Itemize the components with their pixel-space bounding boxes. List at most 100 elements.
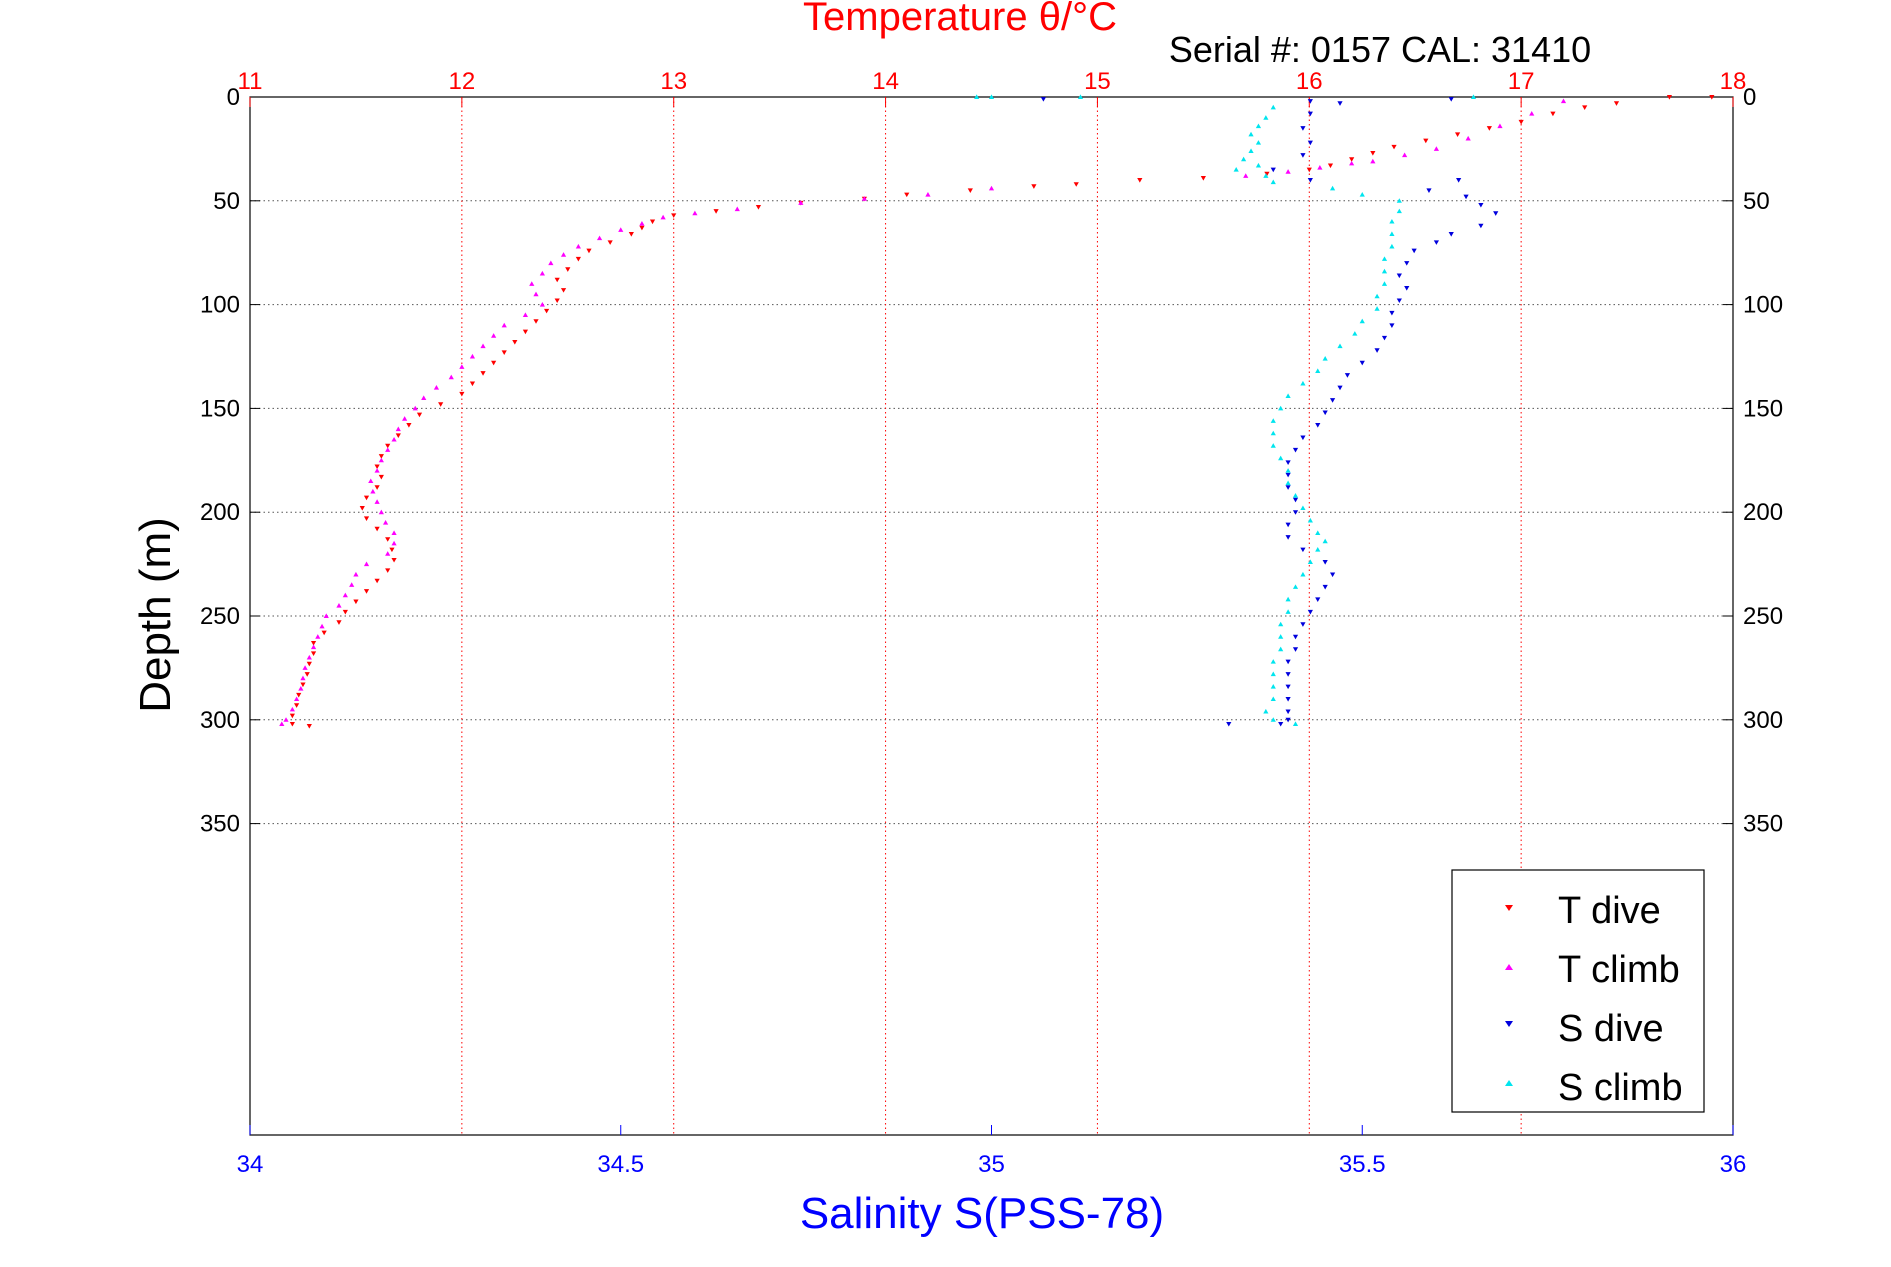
tick-label-depth-left: 50	[213, 188, 240, 215]
data-point	[349, 582, 355, 587]
data-point	[560, 288, 567, 293]
data-point	[1529, 111, 1535, 116]
tick-label-salinity: 34	[237, 1151, 264, 1178]
data-point	[1337, 385, 1343, 391]
data-point	[586, 248, 592, 254]
data-point	[533, 319, 539, 324]
data-point	[1255, 162, 1262, 168]
data-point	[448, 374, 454, 380]
data-point	[374, 578, 380, 584]
legend-entry-t-dive: T dive	[1505, 890, 1661, 932]
data-point	[1344, 373, 1351, 378]
data-point	[406, 423, 412, 428]
data-point	[412, 405, 418, 411]
data-point	[1315, 423, 1321, 428]
data-point	[342, 592, 348, 598]
data-point	[385, 551, 391, 556]
data-point	[1285, 697, 1291, 702]
data-point	[1300, 571, 1306, 577]
data-point	[306, 724, 312, 729]
data-point	[374, 499, 380, 504]
data-point	[1315, 368, 1321, 374]
data-point	[336, 620, 342, 625]
data-point	[925, 191, 931, 197]
data-point	[1270, 696, 1276, 702]
data-point	[1285, 169, 1291, 174]
tick-label-depth-right: 100	[1743, 292, 1783, 319]
data-point	[1317, 164, 1323, 170]
data-point	[1315, 530, 1321, 535]
data-point	[378, 457, 384, 463]
data-point	[438, 402, 444, 407]
data-point	[363, 516, 370, 522]
data-point	[548, 260, 554, 266]
data-point	[1285, 609, 1291, 614]
data-point	[1709, 95, 1715, 100]
data-point	[1370, 158, 1376, 164]
data-point	[421, 395, 427, 401]
data-point	[734, 206, 740, 212]
data-point	[1463, 194, 1469, 200]
data-point	[554, 277, 560, 283]
data-point	[1073, 182, 1079, 187]
data-point	[1300, 547, 1306, 553]
data-point	[798, 200, 804, 205]
data-point	[1389, 231, 1395, 237]
tick-label-temperature: 14	[872, 68, 899, 95]
data-point	[1322, 560, 1328, 565]
data-point	[565, 267, 571, 272]
data-point	[1278, 646, 1284, 652]
chart-subtitle: Serial #: 0157 CAL: 31410	[1169, 29, 1591, 70]
data-point	[294, 703, 300, 708]
data-point	[755, 205, 762, 210]
data-point	[1248, 148, 1254, 153]
data-point	[1322, 584, 1328, 590]
data-point	[1560, 98, 1567, 104]
data-point	[1292, 647, 1299, 652]
data-point	[974, 94, 980, 99]
data-point	[480, 371, 486, 376]
data-point	[1349, 160, 1355, 166]
data-point	[1263, 173, 1269, 178]
tick-label-temperature: 18	[1720, 68, 1747, 95]
data-point	[1478, 223, 1484, 229]
x-axis-label-salinity: Salinity S(PSS-78)	[800, 1189, 1164, 1238]
data-point	[1389, 310, 1395, 316]
data-point	[575, 256, 581, 262]
data-point	[1433, 240, 1439, 245]
data-point	[1518, 119, 1524, 125]
data-point	[1396, 198, 1402, 203]
data-point	[289, 706, 295, 712]
data-point	[628, 232, 634, 237]
data-point	[1040, 97, 1047, 102]
data-point	[1270, 671, 1276, 677]
data-point	[861, 196, 867, 201]
data-point	[378, 509, 384, 515]
data-point	[512, 339, 518, 345]
data-point	[1391, 144, 1397, 150]
data-point	[1292, 721, 1299, 726]
tick-label-depth-right: 300	[1743, 707, 1783, 734]
data-point	[1285, 460, 1291, 465]
data-point	[416, 412, 423, 418]
legend: T dive T climb S dive S climb	[1451, 869, 1705, 1113]
data-point	[353, 599, 359, 605]
data-point	[1200, 175, 1206, 181]
data-point	[1329, 398, 1336, 403]
data-point	[544, 308, 550, 314]
data-point	[1307, 517, 1313, 523]
data-point	[1396, 273, 1402, 279]
data-point	[1270, 717, 1276, 722]
data-point	[1264, 171, 1270, 177]
data-point	[1278, 455, 1284, 461]
legend-entry-s-dive: S dive	[1505, 1008, 1664, 1050]
data-point	[319, 623, 325, 629]
data-point	[1292, 497, 1299, 503]
tick-label-depth-left: 100	[200, 292, 240, 319]
data-point	[560, 252, 567, 257]
legend-marker-t-dive	[1505, 905, 1513, 911]
data-point	[385, 568, 391, 573]
tick-label-depth-left: 150	[200, 395, 240, 422]
data-layer	[279, 94, 1715, 729]
data-point	[1137, 178, 1143, 183]
